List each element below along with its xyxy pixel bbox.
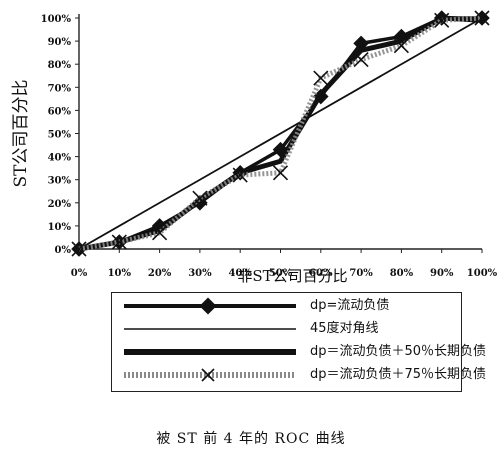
series-line-diagonal: [78, 17, 483, 250]
x-tick-label: 0%: [71, 268, 88, 279]
legend-swatch-thin: [124, 328, 296, 330]
legend-label: dp＝流动负债＋75％长期负债: [310, 367, 487, 382]
y-tick-label: 0%: [55, 245, 72, 256]
legend-label: dp=流动负债: [310, 298, 390, 313]
legend: dp=流动负债 45度对角线 dp＝流动负债＋50％长期负债 dp＝流动负债＋7…: [111, 292, 486, 392]
y-tick-label: 60%: [48, 106, 72, 117]
x-axis-title: 非ST公司百分比: [237, 267, 347, 285]
y-tick-label: 100%: [41, 14, 72, 25]
data-point-cross: [313, 70, 329, 86]
x-tick-label: 90%: [430, 268, 454, 279]
y-tick-label: 50%: [48, 130, 72, 141]
legend-swatch-diamond: [124, 297, 296, 315]
legend-swatch-cross: [124, 368, 296, 382]
data-point-cross: [71, 241, 87, 257]
legend-item: dp＝流动负债＋75％长期负债: [112, 366, 486, 384]
data-point-cross: [192, 190, 208, 206]
data-point-cross: [434, 12, 450, 28]
roc-chart: 0% 10% 20% 30% 40% 50% 60% 70% 80% 90% 100% 0% 10% 20…: [11, 10, 498, 285]
data-point-cross: [111, 234, 127, 250]
y-tick-label: 40%: [48, 153, 72, 164]
data-point-cross: [393, 38, 409, 54]
x-tick-label: 20%: [148, 268, 172, 279]
legend-item: dp＝流动负债＋50％长期负债: [112, 343, 486, 361]
x-tick-label: 40%: [228, 268, 252, 279]
data-point-cross: [152, 225, 168, 241]
data-point-cross: [474, 10, 490, 26]
legend-item: 45度对角线: [112, 320, 461, 338]
x-tick-label: 50%: [269, 268, 293, 279]
y-tick-label: 30%: [48, 176, 72, 187]
x-tick-label: 100%: [467, 268, 498, 279]
legend-swatch-thick: [124, 349, 296, 355]
legend-label: dp＝流动负债＋50％长期负债: [310, 344, 487, 359]
y-tick-label: 70%: [48, 83, 72, 94]
y-tick-label: 80%: [48, 60, 72, 71]
legend-label: 45度对角线: [310, 321, 379, 336]
data-point-cross: [272, 165, 289, 181]
legend-item: dp=流动负债: [112, 297, 461, 315]
series-line-75pct: [78, 15, 483, 252]
figure-caption: 被 ST 前 4 年的 ROC 曲线: [156, 431, 346, 447]
x-tick-label: 80%: [390, 268, 414, 279]
x-tick-label: 70%: [349, 268, 373, 279]
x-tick-label: 30%: [188, 268, 212, 279]
y-axis-title: ST公司百分比: [11, 80, 31, 188]
y-tick-label: 20%: [48, 199, 72, 210]
x-tick-label: 60%: [309, 268, 333, 279]
data-point-cross: [232, 167, 248, 183]
data-point-cross: [353, 52, 369, 68]
y-tick-label: 10%: [48, 222, 72, 233]
x-tick-label: 10%: [108, 268, 132, 279]
y-tick-label: 90%: [48, 37, 72, 48]
